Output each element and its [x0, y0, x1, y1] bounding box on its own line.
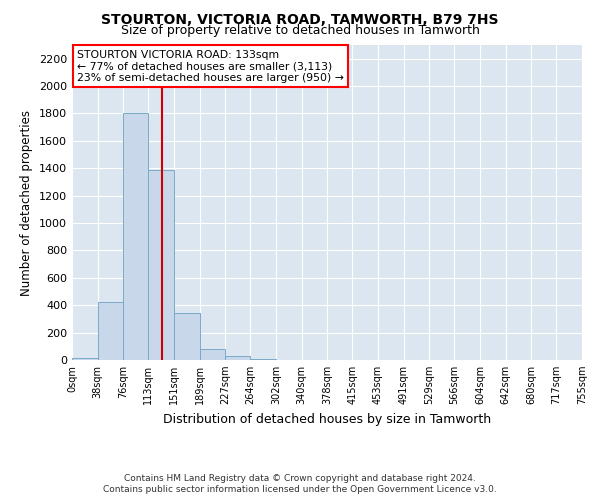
- Text: STOURTON VICTORIA ROAD: 133sqm
← 77% of detached houses are smaller (3,113)
23% : STOURTON VICTORIA ROAD: 133sqm ← 77% of …: [77, 50, 344, 83]
- Text: Size of property relative to detached houses in Tamworth: Size of property relative to detached ho…: [121, 24, 479, 37]
- Text: STOURTON, VICTORIA ROAD, TAMWORTH, B79 7HS: STOURTON, VICTORIA ROAD, TAMWORTH, B79 7…: [101, 12, 499, 26]
- X-axis label: Distribution of detached houses by size in Tamworth: Distribution of detached houses by size …: [163, 412, 491, 426]
- Bar: [226, 356, 250, 360]
- Bar: [250, 358, 276, 360]
- Bar: [72, 358, 98, 360]
- Bar: [148, 170, 174, 360]
- Bar: [98, 302, 124, 360]
- Bar: [124, 114, 148, 360]
- Text: Contains HM Land Registry data © Crown copyright and database right 2024.
Contai: Contains HM Land Registry data © Crown c…: [103, 474, 497, 494]
- Y-axis label: Number of detached properties: Number of detached properties: [20, 110, 34, 296]
- Bar: [174, 313, 200, 360]
- Bar: [200, 349, 226, 360]
